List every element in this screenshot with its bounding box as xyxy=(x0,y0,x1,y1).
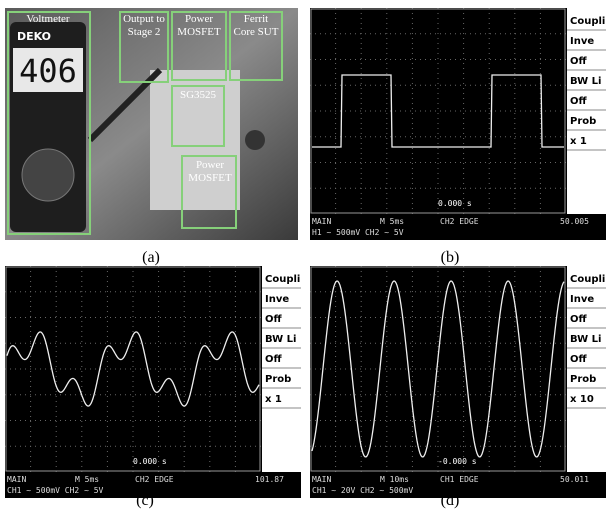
menu-panel xyxy=(567,266,606,472)
photo-label: Output to xyxy=(123,13,165,25)
photo-label: MOSFET xyxy=(177,26,221,38)
meter-display xyxy=(13,48,83,92)
screen-border xyxy=(5,266,261,472)
status-text: 50.011 xyxy=(560,475,589,484)
menu-item: x 10 xyxy=(570,394,594,405)
photo-label: Power xyxy=(196,159,224,171)
label-box xyxy=(229,11,283,81)
channel-text: CH1 ~ 500mV CH2 ~ 5V xyxy=(7,486,104,495)
photo-label: SG3525 xyxy=(180,89,217,101)
menu-item: Inve xyxy=(570,294,594,305)
menu-item: Off xyxy=(570,96,588,107)
meter-dial xyxy=(21,148,75,202)
scope-panel: -0.000 s Coupli Inve Off BW Li Off Prob x 10 MAI… xyxy=(310,266,606,498)
menu-item: Inve xyxy=(265,294,289,305)
menu-item: Prob xyxy=(570,374,596,385)
status-text: CH2 EDGE xyxy=(440,217,479,226)
menu-item: Coupli xyxy=(570,16,605,27)
label-box xyxy=(7,11,91,235)
menu-item: Off xyxy=(265,314,283,325)
photo-label: Stage 2 xyxy=(128,26,161,38)
photo-label: Power xyxy=(185,13,213,25)
waveform xyxy=(6,331,260,407)
caption: (c) xyxy=(136,492,154,509)
screen-border xyxy=(310,266,566,472)
status-text: MAIN xyxy=(312,217,331,226)
time-label: -0.000 s xyxy=(438,457,477,466)
menu-item: Prob xyxy=(570,116,596,127)
menu-item: Coupli xyxy=(570,274,605,285)
status-text: 101.87 xyxy=(255,475,284,484)
menu-item: BW Li xyxy=(570,334,601,345)
status-text: MAIN xyxy=(312,475,331,484)
menu-panel xyxy=(262,266,301,472)
menu-item: Off xyxy=(570,314,588,325)
menu-item: Prob xyxy=(265,374,291,385)
photo-label: Voltmeter xyxy=(26,13,70,25)
screen-border xyxy=(310,8,566,214)
menu-item: Inve xyxy=(570,36,594,47)
time-label: 0.000 s xyxy=(438,199,472,208)
label-box xyxy=(171,85,225,147)
photo-label: MOSFET xyxy=(188,172,232,184)
menu-item: Coupli xyxy=(265,274,300,285)
time-label: 0.000 s xyxy=(133,457,167,466)
meter-reading: 406 xyxy=(19,52,77,90)
menu-item: Off xyxy=(570,354,588,365)
menu-item: BW Li xyxy=(570,76,601,87)
channel-text: H1 ~ 500mV CH2 ~ 5V xyxy=(312,228,404,237)
status-text: CH1 EDGE xyxy=(440,475,479,484)
status-text: M 5ms xyxy=(75,475,99,484)
photo-label: Core SUT xyxy=(234,26,279,38)
status-text: M 10ms xyxy=(380,475,409,484)
menu-panel xyxy=(567,8,606,214)
status-text: M 5ms xyxy=(380,217,404,226)
menu-item: BW Li xyxy=(265,334,296,345)
photo-panel: DEKO 406 xyxy=(5,8,298,240)
scope-screen xyxy=(310,8,606,240)
label-box xyxy=(119,11,169,83)
status-text: CH2 EDGE xyxy=(135,475,174,484)
label-box xyxy=(171,11,227,81)
menu-item: Off xyxy=(265,354,283,365)
menu-item: x 1 xyxy=(570,136,587,147)
menu-item: x 1 xyxy=(265,394,282,405)
channel-text: CH1 ~ 20V CH2 ~ 500mV xyxy=(312,486,413,495)
component xyxy=(245,130,265,150)
caption: (a) xyxy=(142,249,160,266)
menu-item: Off xyxy=(570,56,588,67)
caption: (b) xyxy=(441,249,460,266)
caption: (d) xyxy=(441,492,460,509)
waveform xyxy=(311,280,565,458)
status-text: 50.005 xyxy=(560,217,589,226)
photo-label: Ferrit xyxy=(244,13,268,25)
scope-panel: 0.000 s Coupli Inve Off BW Li Off Prob x 1 MAIN M… xyxy=(5,266,301,498)
label-box xyxy=(181,155,237,229)
meter-brand: DEKO xyxy=(17,30,51,43)
status-text: MAIN xyxy=(7,475,26,484)
waveform xyxy=(312,74,564,148)
scope-panel: 0.000 s Coupli Inve Off BW Li Off Prob x 1 MAIN M… xyxy=(310,8,606,240)
